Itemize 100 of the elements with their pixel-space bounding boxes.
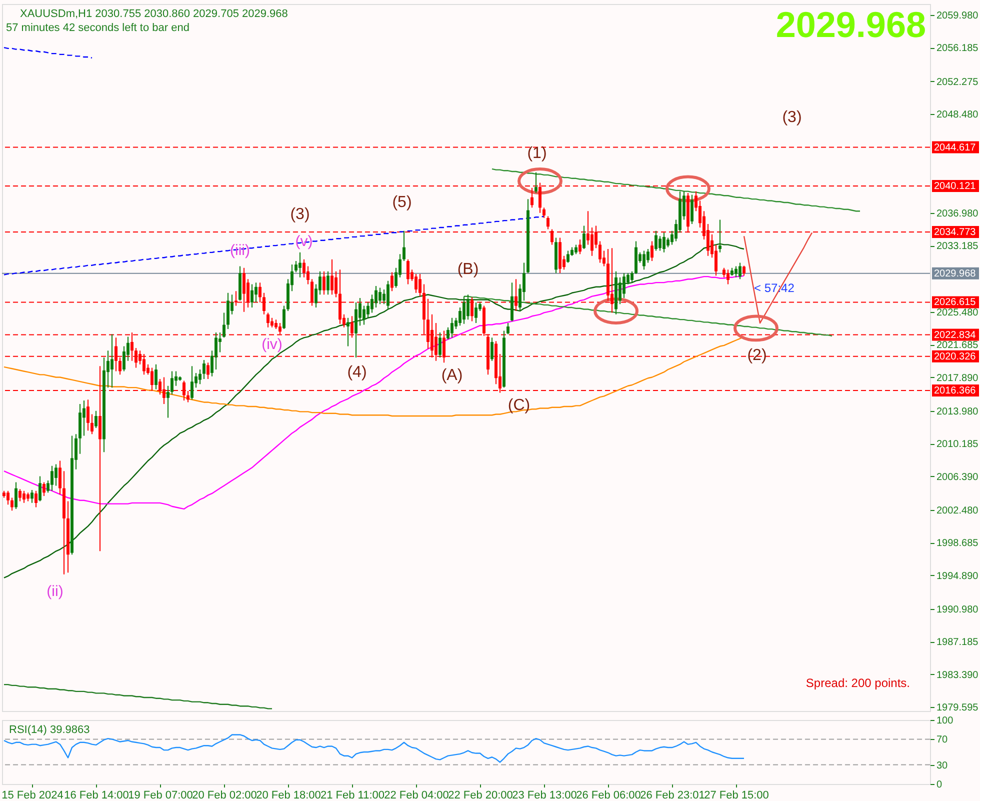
candlestick <box>30 490 34 504</box>
y-tick-label: 1987.185 <box>936 637 979 648</box>
y-tick-label: 2036.980 <box>936 208 979 220</box>
candlestick <box>542 207 546 218</box>
candlestick <box>190 366 194 400</box>
candlestick <box>370 294 374 314</box>
candlestick <box>294 260 298 273</box>
y-tick-label: 2010.185 <box>936 439 979 450</box>
x-tick-label: 26 Feb 06:00 <box>576 790 641 802</box>
ref-line-label: 2020.326 <box>934 351 976 362</box>
chart-title: XAUUSDm,H1 2030.755 2030.860 2029.705 2029.968 <box>20 8 288 20</box>
candlestick <box>546 216 550 230</box>
candlestick <box>506 322 510 335</box>
candlestick <box>738 262 742 280</box>
y-tick-label: 2033.185 <box>936 241 979 252</box>
candlestick <box>10 497 14 512</box>
candlestick <box>642 250 646 270</box>
candlestick <box>362 305 366 326</box>
x-tick-label: 26 Feb 23:01 <box>640 790 705 802</box>
candlestick <box>274 319 278 330</box>
y-tick-label: 2059.980 <box>936 10 979 22</box>
annotation: (ii) <box>46 583 64 600</box>
candlestick <box>166 385 170 418</box>
x-tick-label: 19 Feb 07:00 <box>128 790 193 802</box>
y-tick-label: 2056.185 <box>936 43 979 54</box>
candlestick <box>654 230 658 252</box>
candlestick <box>378 287 382 305</box>
candlestick <box>14 482 18 510</box>
ref-line-label: 2044.617 <box>934 142 976 154</box>
x-tick-label: 21 Feb 11:00 <box>320 790 385 802</box>
candlestick <box>450 317 454 338</box>
candlestick <box>322 270 326 296</box>
annotation: (4) <box>347 364 367 381</box>
candlestick <box>254 282 258 303</box>
candlestick <box>650 240 654 262</box>
annotation: (C) <box>508 397 530 414</box>
candlestick <box>390 272 394 292</box>
annotation: 2029.968 <box>776 4 926 45</box>
y-tick-label: 1990.980 <box>936 604 979 616</box>
candlestick <box>58 460 62 495</box>
x-tick-label: 20 Feb 02:00 <box>192 790 257 802</box>
candlestick <box>206 362 210 380</box>
candlestick <box>94 410 98 429</box>
line-series <box>491 168 861 212</box>
ref-line-label: 2016.366 <box>934 385 976 396</box>
candlestick <box>726 269 730 285</box>
candlestick <box>630 270 634 284</box>
y-tick-label: 2002.480 <box>936 505 979 516</box>
candlestick <box>662 232 666 253</box>
candlestick <box>82 400 86 436</box>
candlestick <box>534 172 538 194</box>
candlestick <box>170 370 174 395</box>
candlestick <box>110 334 114 388</box>
candlestick <box>382 288 386 305</box>
y-tick-label: 2025.480 <box>936 308 979 319</box>
annotation: (iii) <box>230 242 250 260</box>
annotation: (3) <box>290 206 310 223</box>
candlestick <box>722 267 726 278</box>
candlestick <box>306 266 310 285</box>
ref-line-label: 2040.121 <box>934 180 976 192</box>
candlestick <box>42 482 46 497</box>
annotation: (1) <box>527 145 547 162</box>
candlestick <box>250 284 254 308</box>
candlestick <box>622 272 626 299</box>
y-tick-label: 2021.685 <box>936 340 979 352</box>
candlestick <box>414 273 418 294</box>
candlestick <box>122 346 126 372</box>
candlestick <box>330 258 334 296</box>
candlestick <box>718 219 722 253</box>
x-tick-label: 22 Feb 20:00 <box>448 790 513 802</box>
candlestick <box>490 337 494 362</box>
candlestick <box>474 302 478 324</box>
candlestick <box>374 286 378 308</box>
candlestick <box>406 258 410 285</box>
y-tick-label: 1998.685 <box>936 538 979 550</box>
candlestick <box>270 317 274 328</box>
ref-line-label: 2034.773 <box>934 227 976 238</box>
y-tick-label: 0 <box>936 780 942 790</box>
x-tick-label: 22 Feb 04:00 <box>384 790 449 802</box>
y-tick-label: 2017.890 <box>936 372 979 384</box>
candlestick <box>38 476 42 502</box>
candlestick <box>54 464 58 486</box>
annotation: Spread: 200 points. <box>806 676 910 690</box>
candlestick <box>574 244 578 255</box>
candlestick <box>402 230 406 262</box>
candlestick <box>658 236 662 252</box>
line-series <box>3 46 93 58</box>
x-tick-label: 16 Feb 14:00 <box>64 790 129 802</box>
y-tick-label: 70 <box>936 734 948 746</box>
candlestick <box>530 187 534 208</box>
candlestick <box>298 252 302 278</box>
x-tick-label: 20 Feb 18:00 <box>256 790 321 802</box>
candlestick <box>22 490 26 504</box>
x-tick-label: 27 Feb 15:00 <box>704 790 769 802</box>
annotation: (3) <box>782 109 802 126</box>
candlestick <box>90 414 94 435</box>
candlestick <box>326 270 330 296</box>
candlestick <box>666 237 670 248</box>
ref-line-label: 2029.968 <box>934 268 976 280</box>
candlestick <box>6 490 10 506</box>
